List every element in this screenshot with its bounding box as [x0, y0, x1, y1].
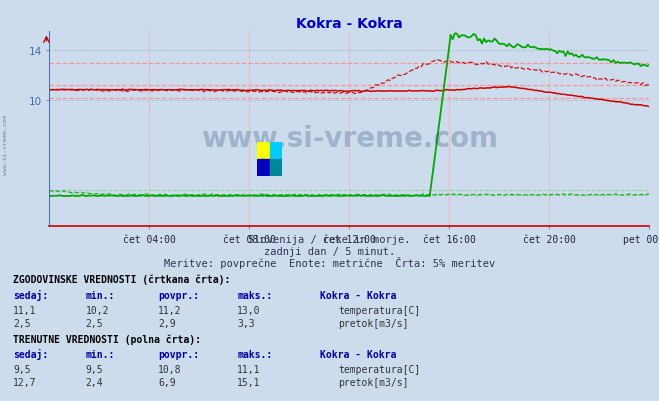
Text: 2,5: 2,5	[86, 318, 103, 328]
Title: Kokra - Kokra: Kokra - Kokra	[296, 17, 403, 31]
Text: sedaj:: sedaj:	[13, 348, 48, 359]
Bar	[270, 142, 282, 159]
Text: povpr.:: povpr.:	[158, 349, 199, 359]
Text: 10,2: 10,2	[86, 305, 109, 315]
Text: www.si-vreme.com: www.si-vreme.com	[3, 114, 8, 174]
Text: 6,9: 6,9	[158, 377, 176, 387]
Text: ZGODOVINSKE VREDNOSTI (črtkana črta):: ZGODOVINSKE VREDNOSTI (črtkana črta):	[13, 274, 231, 285]
Text: www.si-vreme.com: www.si-vreme.com	[201, 125, 498, 153]
Text: 2,4: 2,4	[86, 377, 103, 387]
Text: 3,3: 3,3	[237, 318, 255, 328]
Text: maks.:: maks.:	[237, 290, 272, 300]
Text: pretok[m3/s]: pretok[m3/s]	[338, 318, 409, 328]
Text: 2,9: 2,9	[158, 318, 176, 328]
Text: 13,0: 13,0	[237, 305, 261, 315]
Text: min.:: min.:	[86, 290, 115, 300]
Text: zadnji dan / 5 minut.: zadnji dan / 5 minut.	[264, 247, 395, 257]
Text: Slovenija / reke in morje.: Slovenija / reke in morje.	[248, 235, 411, 245]
Bar	[257, 159, 270, 176]
Text: maks.:: maks.:	[237, 349, 272, 359]
Text: Meritve: povprečne  Enote: metrične  Črta: 5% meritev: Meritve: povprečne Enote: metrične Črta:…	[164, 257, 495, 269]
Text: povpr.:: povpr.:	[158, 290, 199, 300]
Text: 12,7: 12,7	[13, 377, 37, 387]
Text: sedaj:: sedaj:	[13, 289, 48, 300]
Text: 9,5: 9,5	[13, 365, 31, 375]
Text: pretok[m3/s]: pretok[m3/s]	[338, 377, 409, 387]
Text: 9,5: 9,5	[86, 365, 103, 375]
Text: 10,8: 10,8	[158, 365, 182, 375]
Text: temperatura[C]: temperatura[C]	[338, 305, 420, 315]
Text: 11,1: 11,1	[13, 305, 37, 315]
Text: Kokra - Kokra: Kokra - Kokra	[320, 290, 396, 300]
Text: 2,5: 2,5	[13, 318, 31, 328]
Bar	[257, 142, 270, 159]
Bar	[270, 159, 282, 176]
Text: Kokra - Kokra: Kokra - Kokra	[320, 349, 396, 359]
Text: temperatura[C]: temperatura[C]	[338, 365, 420, 375]
Text: TRENUTNE VREDNOSTI (polna črta):: TRENUTNE VREDNOSTI (polna črta):	[13, 334, 201, 344]
Text: 11,2: 11,2	[158, 305, 182, 315]
Text: 11,1: 11,1	[237, 365, 261, 375]
Text: min.:: min.:	[86, 349, 115, 359]
Text: 15,1: 15,1	[237, 377, 261, 387]
